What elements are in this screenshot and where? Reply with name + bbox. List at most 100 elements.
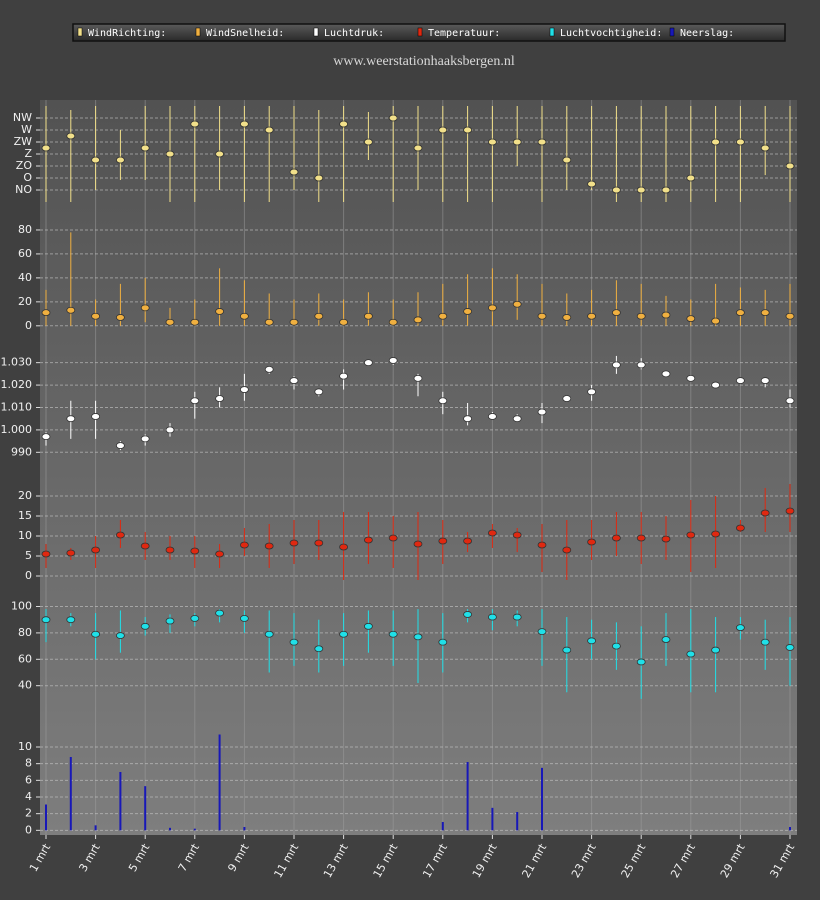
point [661, 370, 671, 378]
point [463, 308, 473, 315]
point [116, 531, 125, 539]
legend-swatch [195, 27, 201, 37]
legend-label: Temperatuur: [428, 28, 500, 39]
point [388, 630, 398, 638]
point [239, 386, 249, 393]
point [165, 150, 175, 158]
bar [541, 767, 543, 831]
point [388, 534, 398, 542]
point [116, 314, 125, 321]
point [785, 312, 795, 320]
point [562, 314, 572, 321]
point [165, 426, 175, 434]
point [215, 150, 225, 158]
legend-label: Luchtvochtigheid: [560, 28, 662, 39]
point [686, 531, 696, 539]
point [413, 540, 423, 548]
point [239, 614, 249, 622]
point [41, 550, 51, 558]
point [537, 628, 547, 635]
point [512, 613, 522, 621]
point [438, 312, 448, 320]
point [289, 539, 299, 547]
y-tick-label: ZO [16, 159, 33, 172]
y-tick-label: 40 [18, 679, 32, 692]
point [41, 616, 51, 624]
point [314, 539, 324, 547]
point [116, 442, 125, 449]
point [537, 408, 547, 416]
point [116, 156, 125, 164]
point [785, 162, 795, 170]
point [636, 534, 646, 542]
point [66, 132, 76, 140]
plot-area [40, 100, 797, 835]
point [736, 309, 745, 317]
y-tick-label: 20 [18, 489, 32, 502]
bar [144, 786, 147, 831]
point [587, 312, 596, 320]
point [636, 186, 646, 194]
point [438, 537, 448, 545]
point [711, 530, 720, 538]
point [264, 365, 274, 373]
point [686, 174, 696, 182]
y-tick-label: Z [24, 147, 32, 160]
point [512, 300, 522, 308]
y-tick-label: 2 [25, 807, 32, 820]
y-tick-label: 0 [25, 569, 32, 582]
point [711, 381, 720, 389]
point [215, 395, 225, 402]
y-tick-label: 80 [18, 223, 32, 236]
point [587, 538, 596, 546]
y-tick-label: NO [15, 183, 32, 196]
point [41, 309, 51, 317]
y-tick-label: 40 [18, 271, 32, 284]
point [314, 174, 324, 182]
point [239, 541, 249, 549]
y-tick-label: 5 [25, 549, 32, 562]
bar [94, 825, 97, 831]
point [339, 543, 349, 551]
point [91, 312, 100, 320]
point [438, 638, 448, 646]
point [487, 529, 497, 537]
bar [441, 822, 444, 831]
point [140, 622, 150, 630]
point [339, 120, 349, 128]
point [66, 616, 76, 624]
y-tick-label: 4 [25, 790, 32, 803]
point [190, 547, 200, 555]
y-tick-label: 6 [25, 773, 32, 786]
point [785, 397, 795, 405]
point [41, 433, 51, 441]
point [661, 311, 671, 319]
point [413, 316, 423, 324]
y-tick-label: W [21, 123, 32, 136]
point [264, 630, 274, 638]
point [239, 120, 249, 128]
point [463, 126, 473, 134]
y-tick-label: 8 [25, 757, 32, 770]
y-tick-label: 0 [25, 823, 32, 836]
y-tick-label: 10 [18, 529, 32, 542]
point [388, 318, 398, 326]
point [66, 306, 76, 314]
bar [218, 734, 221, 831]
point [314, 645, 324, 653]
y-tick-label: 1.010 [1, 400, 33, 413]
point [587, 180, 596, 188]
point [239, 312, 249, 320]
point [736, 138, 745, 146]
point [363, 536, 373, 544]
point [165, 318, 175, 326]
point [636, 361, 646, 369]
legend-swatch [417, 27, 423, 37]
point [711, 317, 720, 325]
point [215, 550, 225, 558]
point [537, 138, 547, 146]
point [289, 377, 299, 384]
point [760, 144, 770, 152]
point [736, 624, 745, 632]
y-tick-label: 60 [18, 652, 32, 665]
